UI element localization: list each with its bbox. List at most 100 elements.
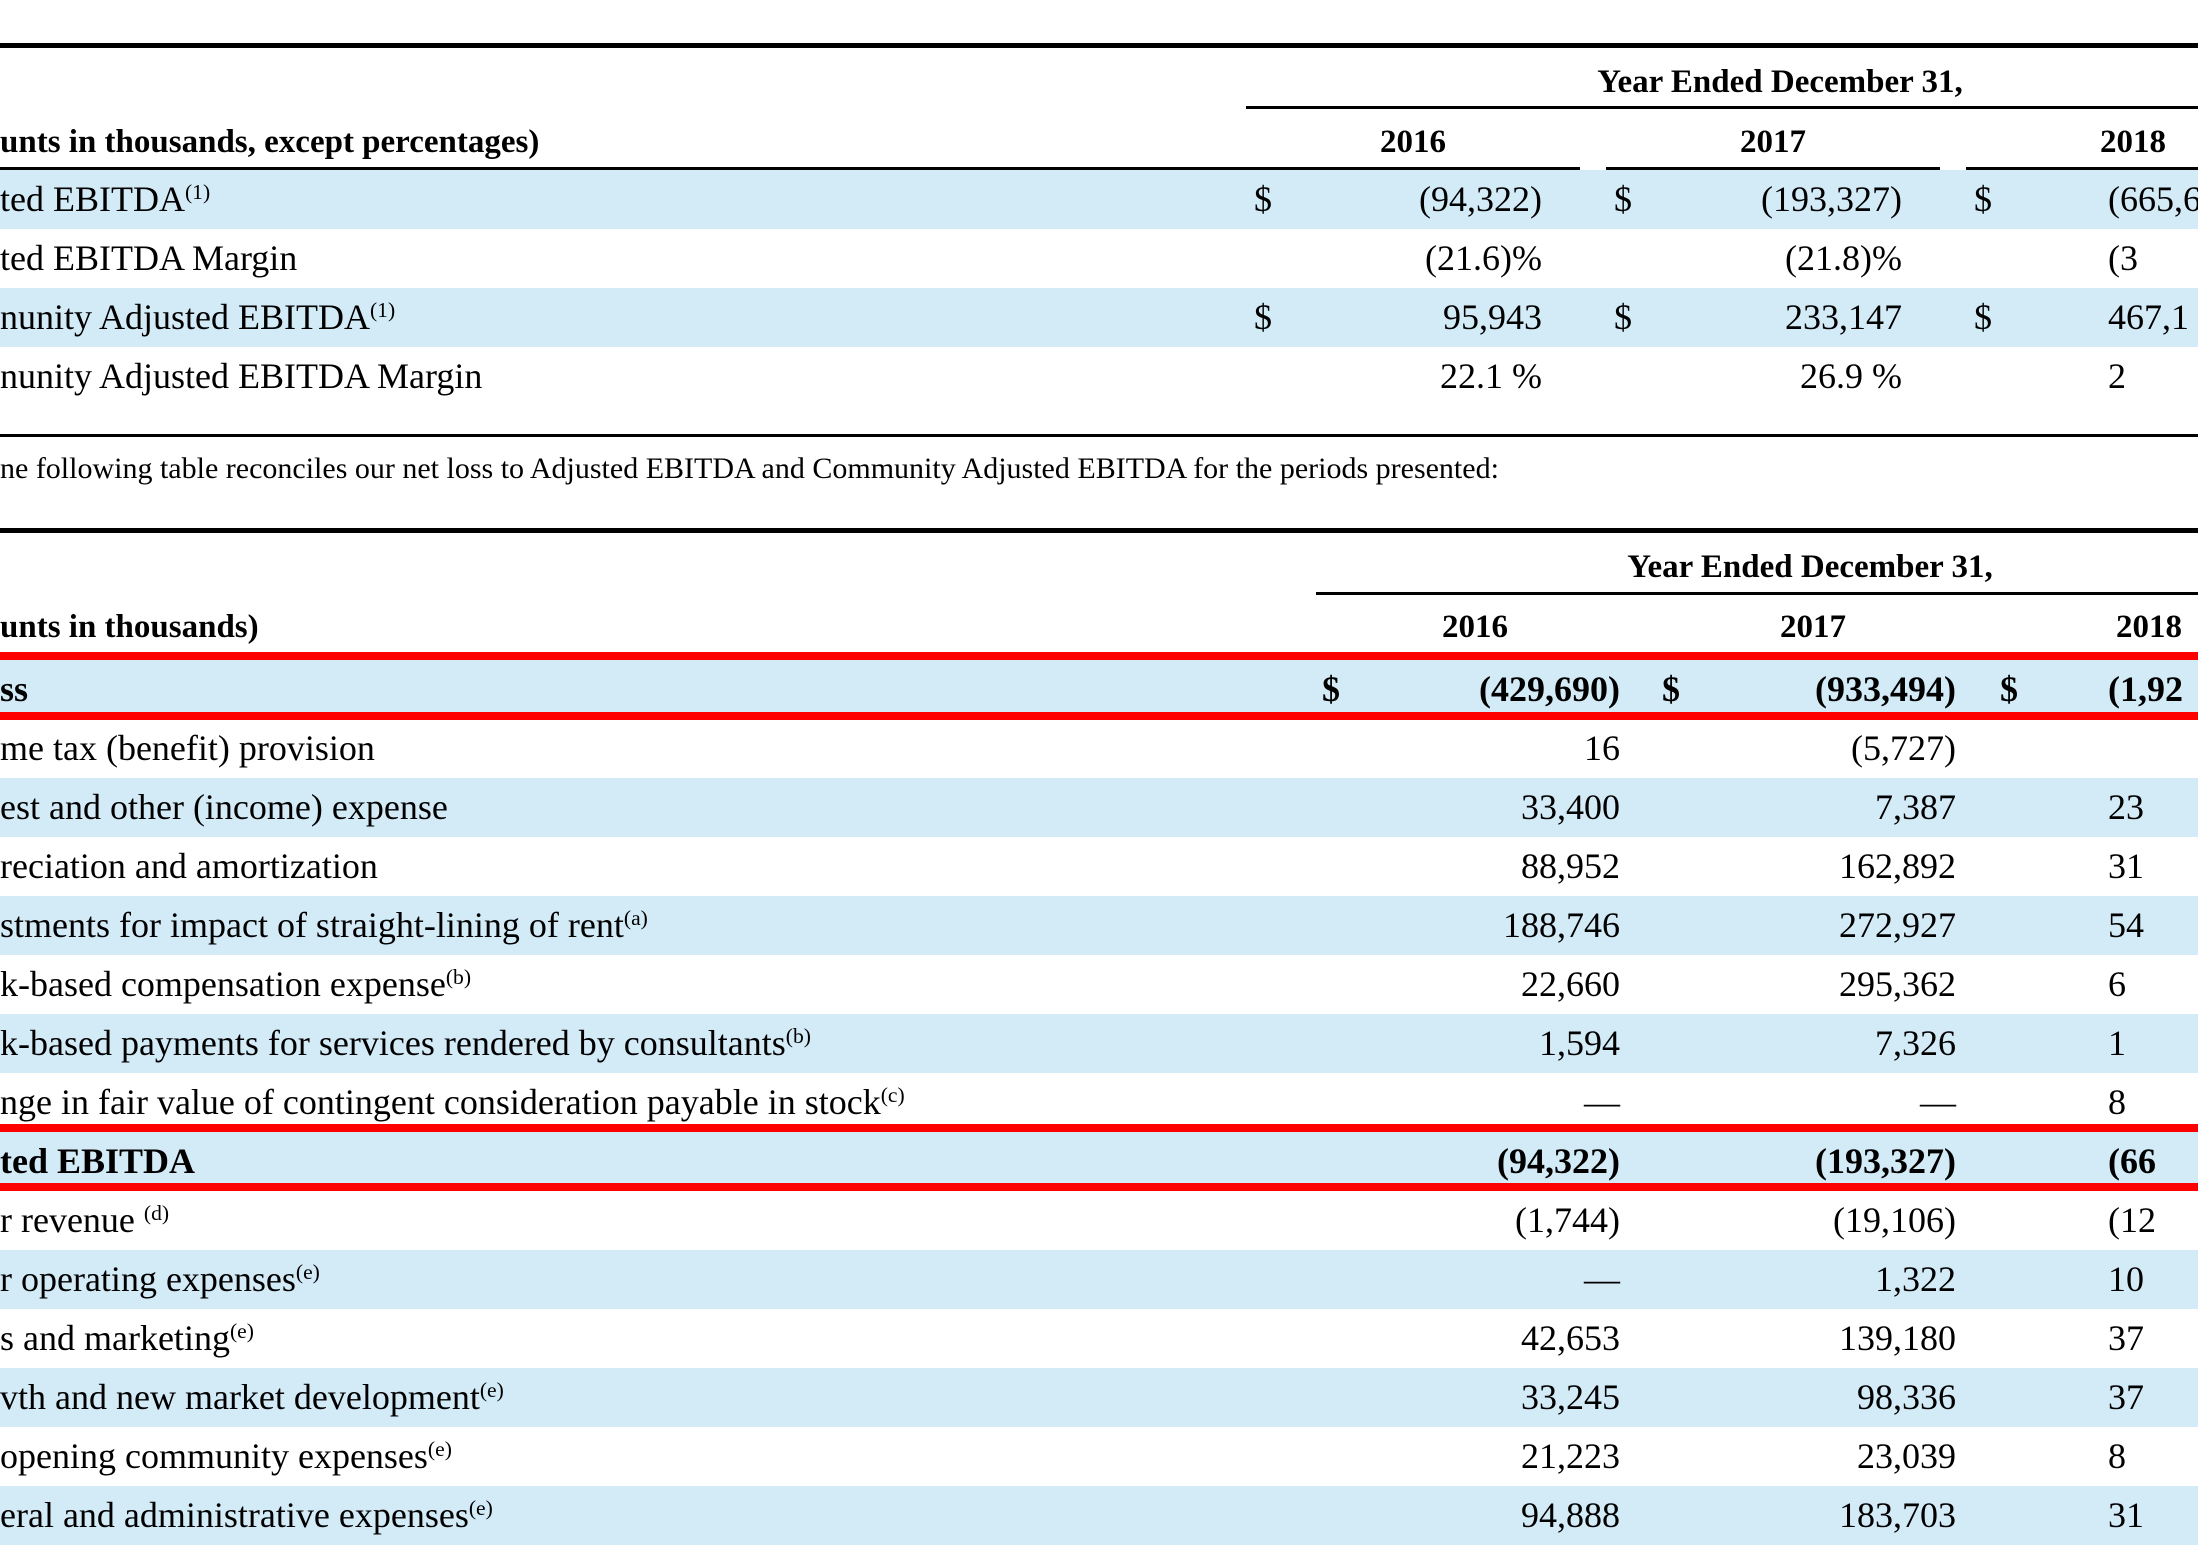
table1-top-rule: [0, 43, 2198, 48]
currency-symbol: $: [1254, 179, 1272, 219]
cell-value-2018: 6: [2108, 964, 2126, 1004]
cell-value-2018: 8: [2108, 1082, 2126, 1122]
highlight-line-adjusted-ebitda-bottom: [0, 1183, 2198, 1191]
footnote-marker: (a): [623, 906, 648, 931]
cell-value-2017: 233,147: [1785, 297, 1902, 337]
table-row: ted EBITDA Margin (21.6)% (21.8)% (3: [0, 229, 2198, 288]
table-row: ted EBITDA(1) $ (94,322) $ (193,327) $ (665,6: [0, 170, 2198, 229]
table2-top-rule: [0, 528, 2198, 533]
table-row: vth and new market development(e) 33,245 9…: [0, 1368, 2198, 1427]
cell-value-2017: 7,326: [1875, 1023, 1956, 1063]
currency-symbol: $: [1614, 297, 1632, 337]
footnote-marker: (c): [880, 1083, 905, 1108]
row-label-text: stments for impact of straight-lining of…: [0, 905, 624, 945]
currency-symbol: $: [1974, 179, 1992, 219]
cell-value-2016: 1,594: [1539, 1023, 1620, 1063]
table-row: stments for impact of straight-lining of…: [0, 896, 2198, 955]
row-label-text: s and marketing: [0, 1318, 230, 1358]
table1-group-header: Year Ended December 31,: [1597, 64, 1963, 100]
table-row: me tax (benefit) provision 16 (5,727): [0, 719, 2198, 778]
row-label-text: k-based payments for services rendered b…: [0, 1023, 786, 1063]
footnote-marker: (b): [445, 965, 472, 990]
cell-value-2018: 8: [2108, 1436, 2126, 1476]
cell-value-2018: 2: [2108, 356, 2126, 396]
row-label: nunity Adjusted EBITDA(1): [0, 288, 395, 347]
cell-value-2017: 98,336: [1857, 1377, 1956, 1417]
currency-symbol: $: [1614, 179, 1632, 219]
cell-value-2016: 16: [1584, 728, 1620, 768]
table2-group-underline: [1316, 592, 2198, 595]
row-label-text: vth and new market development: [0, 1377, 480, 1417]
row-label-text: reciation and amortization: [0, 846, 378, 886]
table-row: eral and administrative expenses(e) 94,88…: [0, 1486, 2198, 1545]
table1-year-2018: 2018: [2100, 124, 2166, 160]
cell-value-2017: (5,727): [1851, 728, 1956, 768]
table-row: opening community expenses(e) 21,223 23,03…: [0, 1427, 2198, 1486]
table1-group-underline: [1246, 106, 2198, 109]
row-label: me tax (benefit) provision: [0, 719, 375, 778]
cell-value-2018: 467,1: [2108, 297, 2189, 337]
cell-value-2016: —: [1584, 1082, 1620, 1122]
table-row: r operating expenses(e) — 1,322 10: [0, 1250, 2198, 1309]
row-label-text: nunity Adjusted EBITDA Margin: [0, 356, 483, 396]
currency-symbol: $: [2000, 669, 2018, 709]
row-label: vth and new market development(e): [0, 1368, 504, 1427]
footnote-marker: (b): [785, 1024, 811, 1049]
row-label: eral and administrative expenses(e): [0, 1486, 493, 1545]
cell-value-2018: (12: [2108, 1200, 2156, 1240]
table-row: nunity Adjusted EBITDA(1) $95,943 $233,147…: [0, 288, 2198, 347]
cell-value-2016: (94,322): [1497, 1141, 1620, 1181]
cell-value-2016: (21.6)%: [1425, 238, 1542, 278]
cell-value-2017: 23,039: [1857, 1436, 1956, 1476]
table2-group-header: Year Ended December 31,: [1627, 549, 1993, 585]
cell-value-2016: 94,888: [1521, 1495, 1620, 1535]
cell-value-2016: 33,400: [1521, 787, 1620, 827]
cell-value-2016: (1,744): [1515, 1200, 1620, 1240]
currency-symbol: $: [1322, 669, 1340, 709]
row-label: opening community expenses(e): [0, 1427, 452, 1486]
cell-value-2016: 88,952: [1521, 846, 1620, 886]
footnote-marker: (e): [427, 1437, 452, 1462]
cell-value-2018: 1: [2108, 1023, 2126, 1063]
table-row: r revenue (d) (1,744) (19,106) (12: [0, 1191, 2198, 1250]
row-label-text: ted EBITDA Margin: [0, 238, 298, 278]
footnote-marker: (d): [143, 1201, 170, 1226]
row-label: nunity Adjusted EBITDA Margin: [0, 347, 482, 406]
highlight-line-adjusted-ebitda-top: [0, 1124, 2198, 1132]
table2-year-2018: 2018: [2116, 609, 2182, 645]
row-label: reciation and amortization: [0, 837, 378, 896]
cell-value-2018: 10: [2108, 1259, 2144, 1299]
row-label-text: r revenue: [0, 1200, 144, 1240]
row-label-text: nunity Adjusted EBITDA: [0, 297, 370, 337]
table-row: ted EBITDA (94,322) (193,327) (66: [0, 1132, 2198, 1191]
table1-year-2016: 2016: [1380, 124, 1446, 160]
table1-header-underline-2017: [1606, 167, 1940, 170]
footnote-marker: (e): [468, 1496, 493, 1521]
cell-value-2016: 22,660: [1521, 964, 1620, 1004]
table1-bottom-rule: [0, 434, 2198, 437]
cell-value-2017: 1,322: [1875, 1259, 1956, 1299]
cell-value-2017: 295,362: [1839, 964, 1956, 1004]
cell-value-2017: (21.8)%: [1785, 238, 1902, 278]
row-label-text: ss: [0, 669, 29, 709]
table-row: nge in fair value of contingent consider…: [0, 1073, 2198, 1132]
cell-value-2018: 54: [2108, 905, 2144, 945]
cell-value-2018: (1,92: [2108, 669, 2183, 709]
row-label-text: me tax (benefit) provision: [0, 728, 375, 768]
table2-year-2016: 2016: [1442, 609, 1508, 645]
currency-symbol: $: [1662, 669, 1680, 709]
row-label: ss: [0, 660, 28, 719]
table-row: reciation and amortization 88,952 162,892 3…: [0, 837, 2198, 896]
footnote-marker: (e): [295, 1260, 320, 1285]
row-label-text: est and other (income) expense: [0, 787, 448, 827]
footnote-marker: (e): [479, 1378, 504, 1403]
row-label: ted EBITDA(1): [0, 170, 210, 229]
cell-value-2017: (193,327): [1761, 179, 1902, 219]
table2-year-2017: 2017: [1780, 609, 1846, 645]
table-row: k-based compensation expense(b) 22,660 295…: [0, 955, 2198, 1014]
cell-value-2017: 272,927: [1839, 905, 1956, 945]
row-label: r revenue (d): [0, 1191, 169, 1250]
cell-value-2016: —: [1584, 1259, 1620, 1299]
cell-value-2017: (933,494): [1815, 669, 1956, 709]
footnote-marker: (1): [184, 180, 211, 205]
